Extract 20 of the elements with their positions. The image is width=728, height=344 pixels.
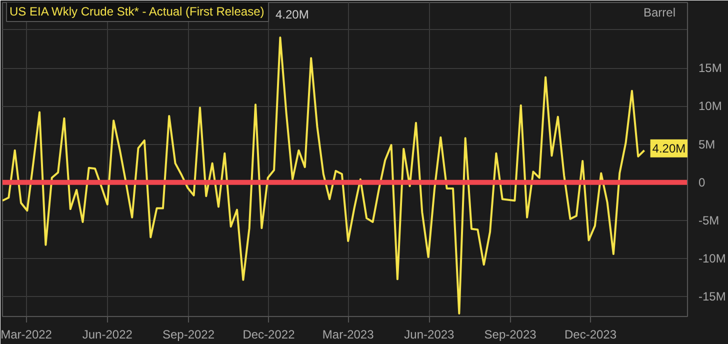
y-tick-label: -5M <box>698 213 720 228</box>
annotation: 4.20M <box>652 141 686 156</box>
y-tick-label: -10M <box>698 252 726 266</box>
text: US EIA Wkly Crude Stk* - Actual (First Release) <box>10 4 264 18</box>
x-tick-label: Jun-2022 <box>82 328 133 342</box>
x-tick-label: Sep-2022 <box>162 328 215 342</box>
y-tick-label: 15M <box>698 61 722 76</box>
annotation: 4.20M <box>276 8 309 22</box>
y-tick-label: 5M <box>698 137 716 152</box>
x-tick-label: Dec-2022 <box>242 328 296 342</box>
y-tick-label: 10M <box>698 99 722 114</box>
x-tick-label: Dec-2023 <box>564 328 617 342</box>
x-tick-label: Mar-2023 <box>322 328 374 342</box>
y-tick-label: 0 <box>698 175 706 190</box>
x-tick-label: Sep-2023 <box>484 328 537 342</box>
line-series <box>2 36 646 314</box>
y-axis-title: Barrel <box>644 6 676 20</box>
x-tick-label: Jun-2023 <box>404 328 455 342</box>
x-tick-label: Mar-2022 <box>0 328 52 342</box>
y-tick-label: -15M <box>698 290 726 304</box>
